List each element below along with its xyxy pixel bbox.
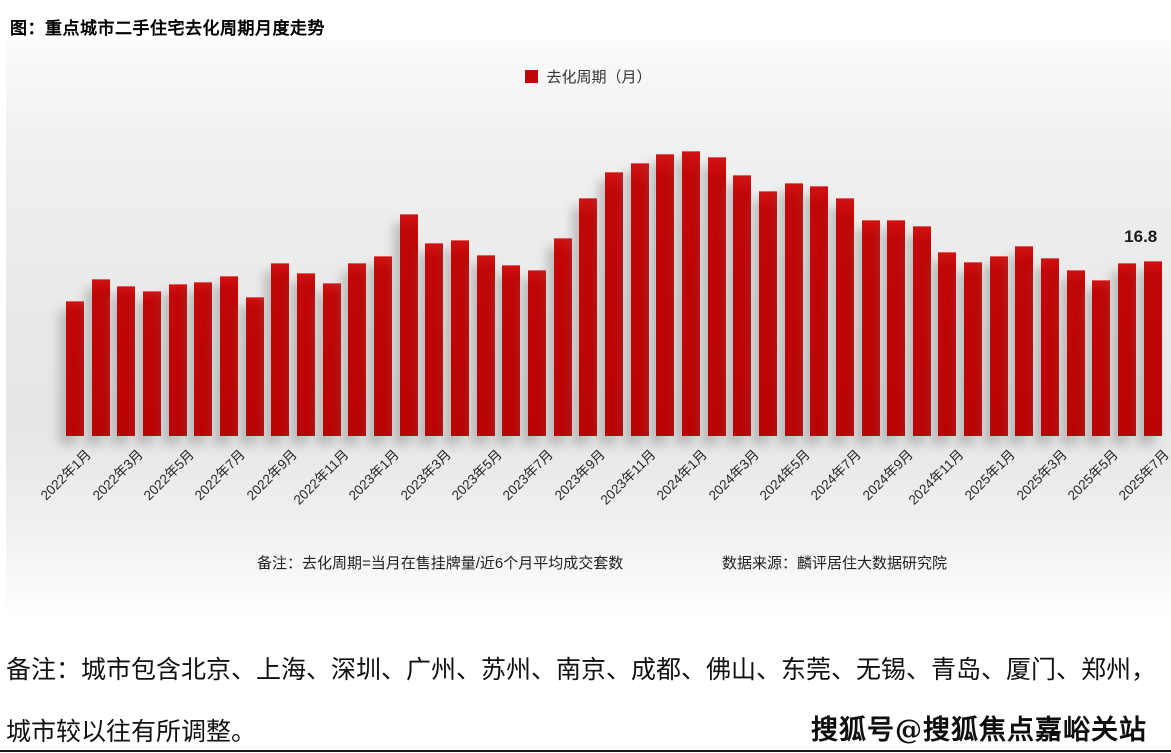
bar [758, 191, 777, 436]
bar [143, 291, 161, 436]
bar [938, 251, 957, 436]
x-axis-label: 2023年7月 [500, 446, 557, 504]
bar [579, 198, 598, 436]
bar [220, 275, 238, 436]
bar [476, 254, 495, 436]
bar [784, 182, 803, 436]
bar [373, 255, 392, 436]
watermark-souhu: 搜狐号@搜狐焦点嘉峪关站 [811, 715, 1147, 746]
bar [989, 255, 1008, 436]
bar [117, 286, 136, 436]
bar [604, 172, 623, 436]
bottom-remark-line-2: 城市较以往有所调整。 [6, 717, 257, 746]
x-axis-label: 2024年3月 [705, 446, 762, 504]
legend-label: 去化周期（月） [546, 69, 652, 86]
x-axis-label: 2022年7月 [192, 446, 249, 504]
bar [553, 238, 572, 436]
bar [502, 265, 521, 436]
bar-plot [6, 40, 1171, 436]
bar [681, 150, 700, 436]
x-axis-label: 2024年5月 [756, 446, 813, 504]
x-axis-label: 2023年5月 [448, 446, 506, 504]
bar [835, 198, 854, 436]
bar [91, 278, 110, 436]
bar [348, 263, 367, 436]
bar [1066, 270, 1085, 436]
bar [887, 220, 906, 436]
bar [733, 174, 752, 436]
note-definition: 备注：去化周期=当月在售挂牌量/近6个月平均成交套数 [257, 555, 624, 572]
chart-legend: 去化周期（月） [6, 66, 1171, 87]
x-axis-label: 2023年1月 [346, 446, 403, 504]
x-axis-label: 2025年1月 [961, 446, 1019, 504]
chart-area: 去化周期（月） 16.8 备注：去化周期=当月在售挂牌量/近6个月平均成交套数 … [6, 40, 1171, 620]
bar [656, 153, 675, 436]
bar [399, 214, 418, 436]
bar [168, 283, 187, 436]
bar [707, 156, 726, 436]
x-axis-label: 2024年7月 [807, 446, 865, 504]
bar [630, 163, 649, 436]
bar [322, 282, 341, 436]
bar [450, 240, 469, 436]
x-axis-label: 2023年3月 [397, 446, 454, 504]
x-axis-label: 2022年1月 [38, 446, 95, 504]
last-value-label: 16.8 [1124, 227, 1158, 246]
bar [194, 281, 213, 436]
bar [1143, 260, 1162, 436]
x-axis-label: 2025年5月 [1064, 446, 1121, 504]
bar [861, 220, 880, 436]
bar [425, 243, 444, 436]
bottom-border-line [0, 750, 1171, 752]
bar [1118, 263, 1137, 436]
bar [66, 300, 84, 436]
bar [1092, 279, 1111, 436]
x-axis-label: 2025年7月 [1115, 446, 1171, 504]
bottom-remark-line-1: 备注：城市包含北京、上海、深圳、广州、苏州、南京、成都、佛山、东莞、无锡、青岛、… [6, 655, 1157, 684]
x-axis-label: 2022年3月 [89, 446, 146, 504]
chart-title: 图：重点城市二手住宅去化周期月度走势 [10, 19, 325, 38]
bar [245, 297, 264, 436]
bar [810, 185, 829, 436]
x-axis-label: 2025年3月 [1013, 446, 1070, 504]
bar [527, 270, 546, 436]
bar [1041, 257, 1060, 436]
x-axis-label: 2022年5月 [140, 446, 198, 504]
x-axis-label: 2024年1月 [653, 446, 711, 504]
bar [912, 225, 931, 436]
bar [296, 273, 315, 436]
bar [1015, 246, 1034, 436]
legend-swatch-icon [525, 70, 539, 83]
note-data-source: 数据来源：麟评居住大数据研究院 [722, 555, 948, 572]
bar [964, 262, 983, 436]
bar [271, 263, 290, 436]
